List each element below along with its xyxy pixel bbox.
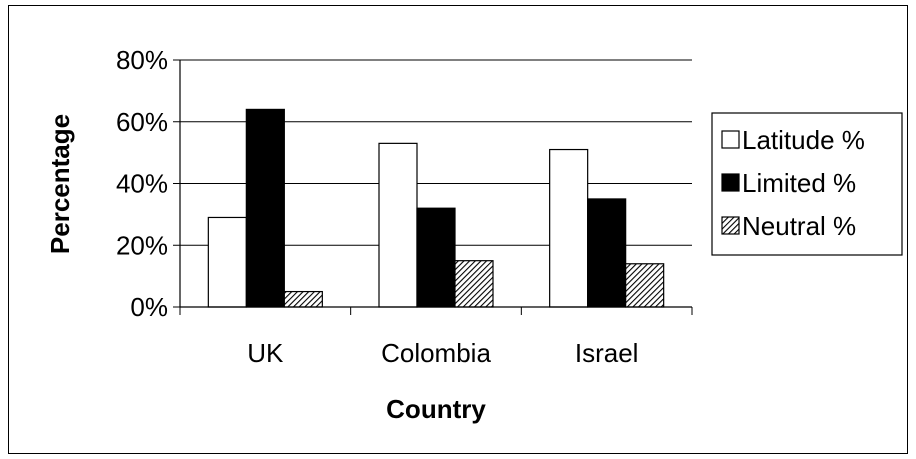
legend-label: Neutral % <box>742 211 856 241</box>
x-tick-label: Israel <box>575 338 639 368</box>
y-tick-label: 40% <box>116 169 168 199</box>
legend-label: Latitude % <box>742 125 865 155</box>
legend-label: Limited % <box>742 168 856 198</box>
legend-swatch <box>721 216 740 235</box>
tick-labels: 0% 20% 40% 60% 80% UK Colombia Israel <box>116 45 639 368</box>
bar-neutral-uk <box>283 290 323 308</box>
legend-swatch <box>721 173 740 192</box>
y-tick-label: 20% <box>116 230 168 260</box>
bar-limited-colombia <box>416 207 456 308</box>
bar-latitude-israel <box>549 148 589 308</box>
x-tick-label: UK <box>247 338 284 368</box>
y-axis-title: Percentage <box>45 114 75 254</box>
bar-neutral-israel <box>625 263 665 308</box>
legend-swatch <box>721 130 740 149</box>
x-axis-title: Country <box>386 394 486 424</box>
y-tick-label: 0% <box>130 292 168 322</box>
bar-neutral-colombia <box>454 260 494 308</box>
bar-limited-israel <box>587 198 627 308</box>
bar-latitude-uk <box>207 216 247 308</box>
bar-limited-uk <box>245 108 285 308</box>
legend-box <box>711 112 903 256</box>
axes <box>173 59 693 315</box>
bars <box>207 108 665 308</box>
bar-latitude-colombia <box>378 142 418 308</box>
x-tick-label: Colombia <box>381 338 491 368</box>
legend: Latitude % Limited % Neutral % <box>711 112 903 256</box>
y-tick-label: 60% <box>116 107 168 137</box>
y-tick-label: 80% <box>116 45 168 75</box>
